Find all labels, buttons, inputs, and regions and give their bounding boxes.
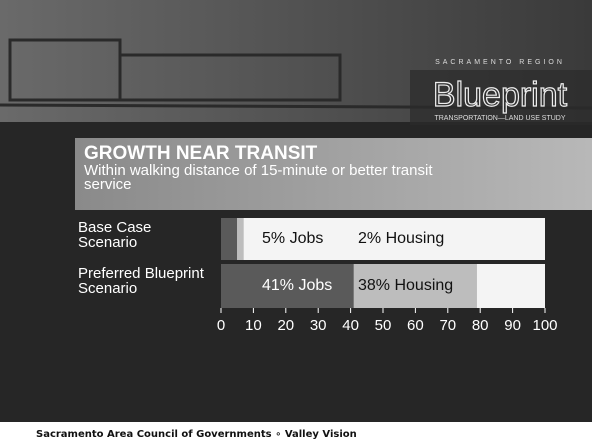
- bar-segment: [237, 218, 243, 260]
- value-label: 41% Jobs: [262, 277, 332, 294]
- bar-segment: [221, 218, 237, 260]
- x-tick-label: 100: [532, 317, 557, 334]
- banner-name: Blueprint: [433, 76, 568, 114]
- x-tick-label: 80: [472, 317, 489, 334]
- value-label: 2% Housing: [358, 230, 444, 247]
- banner-region: SACRAMENTO REGION: [435, 59, 565, 66]
- category-label: Preferred Blueprint Scenario: [78, 266, 218, 296]
- x-tick-label: 30: [310, 317, 327, 334]
- x-tick-label: 60: [407, 317, 424, 334]
- chart-subtitle: Within walking distance of 15-minute or …: [84, 164, 484, 192]
- category-label: Base Case Scenario: [78, 220, 168, 250]
- x-tick-label: 10: [245, 317, 262, 334]
- x-tick-label: 0: [217, 317, 225, 334]
- x-tick-label: 20: [277, 317, 294, 334]
- value-label: 38% Housing: [358, 277, 453, 294]
- slide: SACRAMENTO REGION Blueprint TRANSPORTATI…: [0, 0, 592, 444]
- banner-study: TRANSPORTATION—LAND USE STUDY: [434, 115, 565, 122]
- x-tick-label: 40: [342, 317, 359, 334]
- footer: Sacramento Area Council of Governments ∘…: [36, 429, 357, 440]
- x-tick-label: 90: [504, 317, 521, 334]
- value-label: 5% Jobs: [262, 230, 323, 247]
- x-tick-label: 70: [439, 317, 456, 334]
- x-tick-label: 50: [375, 317, 392, 334]
